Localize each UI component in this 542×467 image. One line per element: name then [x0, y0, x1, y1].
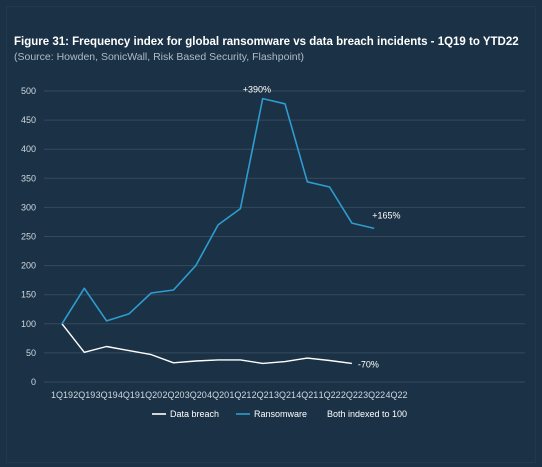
x-tick-label: 3Q21 [274, 390, 296, 400]
y-tick-label: 500 [21, 86, 36, 96]
annotation-label: -70% [358, 359, 379, 369]
x-tick-label: 3Q20 [185, 390, 207, 400]
y-tick-label: 0 [31, 377, 36, 387]
x-tick-label: 4Q22 [385, 390, 407, 400]
series-line-data-breach [62, 324, 352, 364]
x-tick-label: 4Q19 [118, 390, 140, 400]
x-tick-label: 3Q19 [96, 390, 118, 400]
legend-note: Both indexed to 100 [327, 409, 407, 419]
x-tick-label: 1Q21 [229, 390, 251, 400]
y-tick-label: 250 [21, 232, 36, 242]
x-tick-label: 1Q19 [51, 390, 73, 400]
x-tick-label: 1Q20 [140, 390, 162, 400]
legend-label: Ransomware [254, 409, 307, 419]
annotation-label: +390% [243, 85, 271, 95]
y-tick-label: 450 [21, 115, 36, 125]
x-tick-label: 2Q22 [341, 390, 363, 400]
series-line-ransomware [62, 99, 374, 324]
annotation-label: +165% [372, 210, 400, 220]
x-tick-label: 4Q20 [207, 390, 229, 400]
x-tick-label: 1Q22 [319, 390, 341, 400]
y-tick-label: 150 [21, 290, 36, 300]
x-tick-label: 4Q21 [296, 390, 318, 400]
x-tick-label: 2Q21 [252, 390, 274, 400]
y-tick-label: 400 [21, 144, 36, 154]
legend-label: Data breach [170, 409, 219, 419]
y-tick-label: 200 [21, 261, 36, 271]
x-tick-label: 2Q19 [73, 390, 95, 400]
x-tick-label: 2Q20 [162, 390, 184, 400]
y-tick-label: 100 [21, 319, 36, 329]
y-tick-label: 50 [26, 348, 36, 358]
y-tick-label: 350 [21, 173, 36, 183]
y-tick-label: 300 [21, 202, 36, 212]
x-tick-label: 3Q22 [363, 390, 385, 400]
